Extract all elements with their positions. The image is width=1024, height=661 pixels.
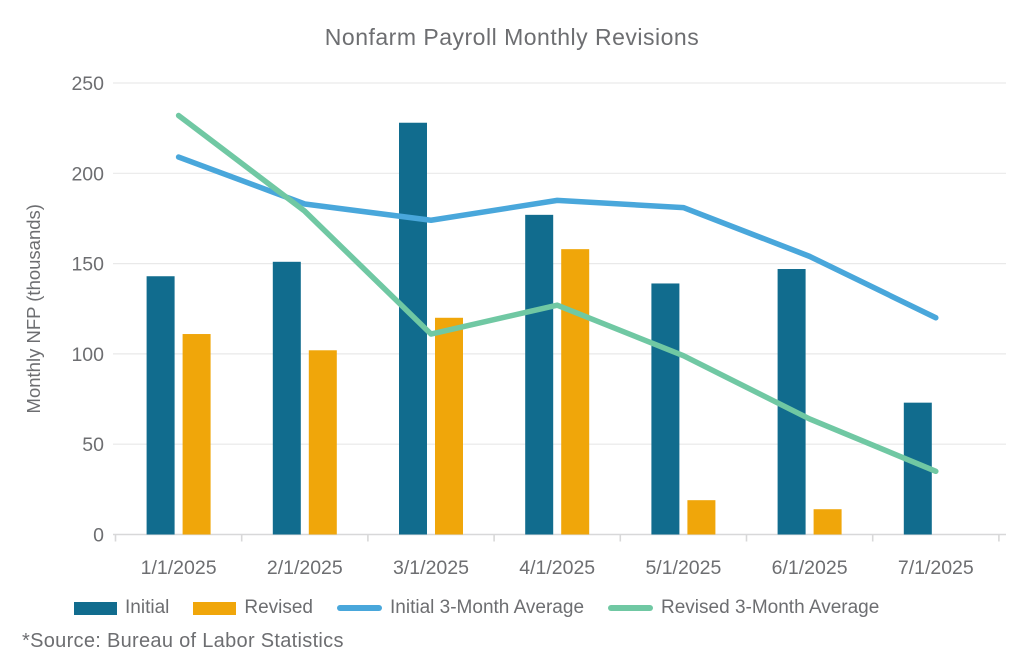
legend-item-revised: Revised [193,597,313,619]
legend-swatch-revised-3mo-average [608,605,654,611]
legend-label-revised: Revised [244,597,314,618]
legend-item-revised-3mo-average: Revised 3-Month Average [608,597,879,619]
legend-item-initial-3mo-average: Initial 3-Month Average [337,597,584,619]
bar-revised-1/1/2025 [182,334,211,535]
legend-swatch-initial-3mo-average [337,605,383,611]
line-initial-3-month-average [175,154,939,321]
chart-title: Nonfarm Payroll Monthly Revisions [324,24,700,50]
y-tick-label-50: 50 [82,434,104,456]
source-note: *Source: Bureau of Labor Statistics [22,630,344,652]
x-tick-label-7/1/2025: 7/1/2025 [898,557,974,579]
y-tick-label-100: 100 [71,344,104,366]
bar-initial-1/1/2025 [146,276,175,535]
legend-label-initial-3mo-average: Initial 3-Month Average [390,597,585,618]
legend-label-initial: Initial [125,597,170,618]
legend-item-initial: Initial [74,597,169,619]
bar-initial-2/1/2025 [272,261,301,535]
x-tick-label-1/1/2025: 1/1/2025 [141,557,217,579]
bar-revised-2/1/2025 [308,350,337,535]
bar-revised-6/1/2025 [813,509,842,535]
legend-swatch-revised [193,601,237,615]
y-tick-label-150: 150 [71,254,104,276]
y-tick-label-200: 200 [71,163,104,185]
bar-initial-4/1/2025 [525,214,554,535]
bar-revised-3/1/2025 [435,317,463,535]
bar-initial-6/1/2025 [777,269,806,535]
x-tick-label-5/1/2025: 5/1/2025 [645,557,721,579]
x-tick-label-3/1/2025: 3/1/2025 [393,557,469,579]
chart-legend: Initial Revised Initial 3-Month Average … [74,597,879,619]
y-tick-label-250: 250 [71,73,104,95]
x-tick-label-4/1/2025: 4/1/2025 [519,557,595,579]
x-tick-label-6/1/2025: 6/1/2025 [772,557,848,579]
y-axis-title: Monthly NFP (thousands) [23,204,44,413]
bar-revised-5/1/2025 [687,500,716,535]
bar-initial-5/1/2025 [651,283,680,535]
bar-revised-4/1/2025 [561,249,590,535]
x-tick-label-2/1/2025: 2/1/2025 [267,557,343,579]
line-revised-3-month-average [175,112,939,475]
legend-label-revised-3mo-average: Revised 3-Month Average [661,597,880,618]
y-tick-label-0: 0 [93,525,104,547]
legend-swatch-initial [74,601,117,615]
